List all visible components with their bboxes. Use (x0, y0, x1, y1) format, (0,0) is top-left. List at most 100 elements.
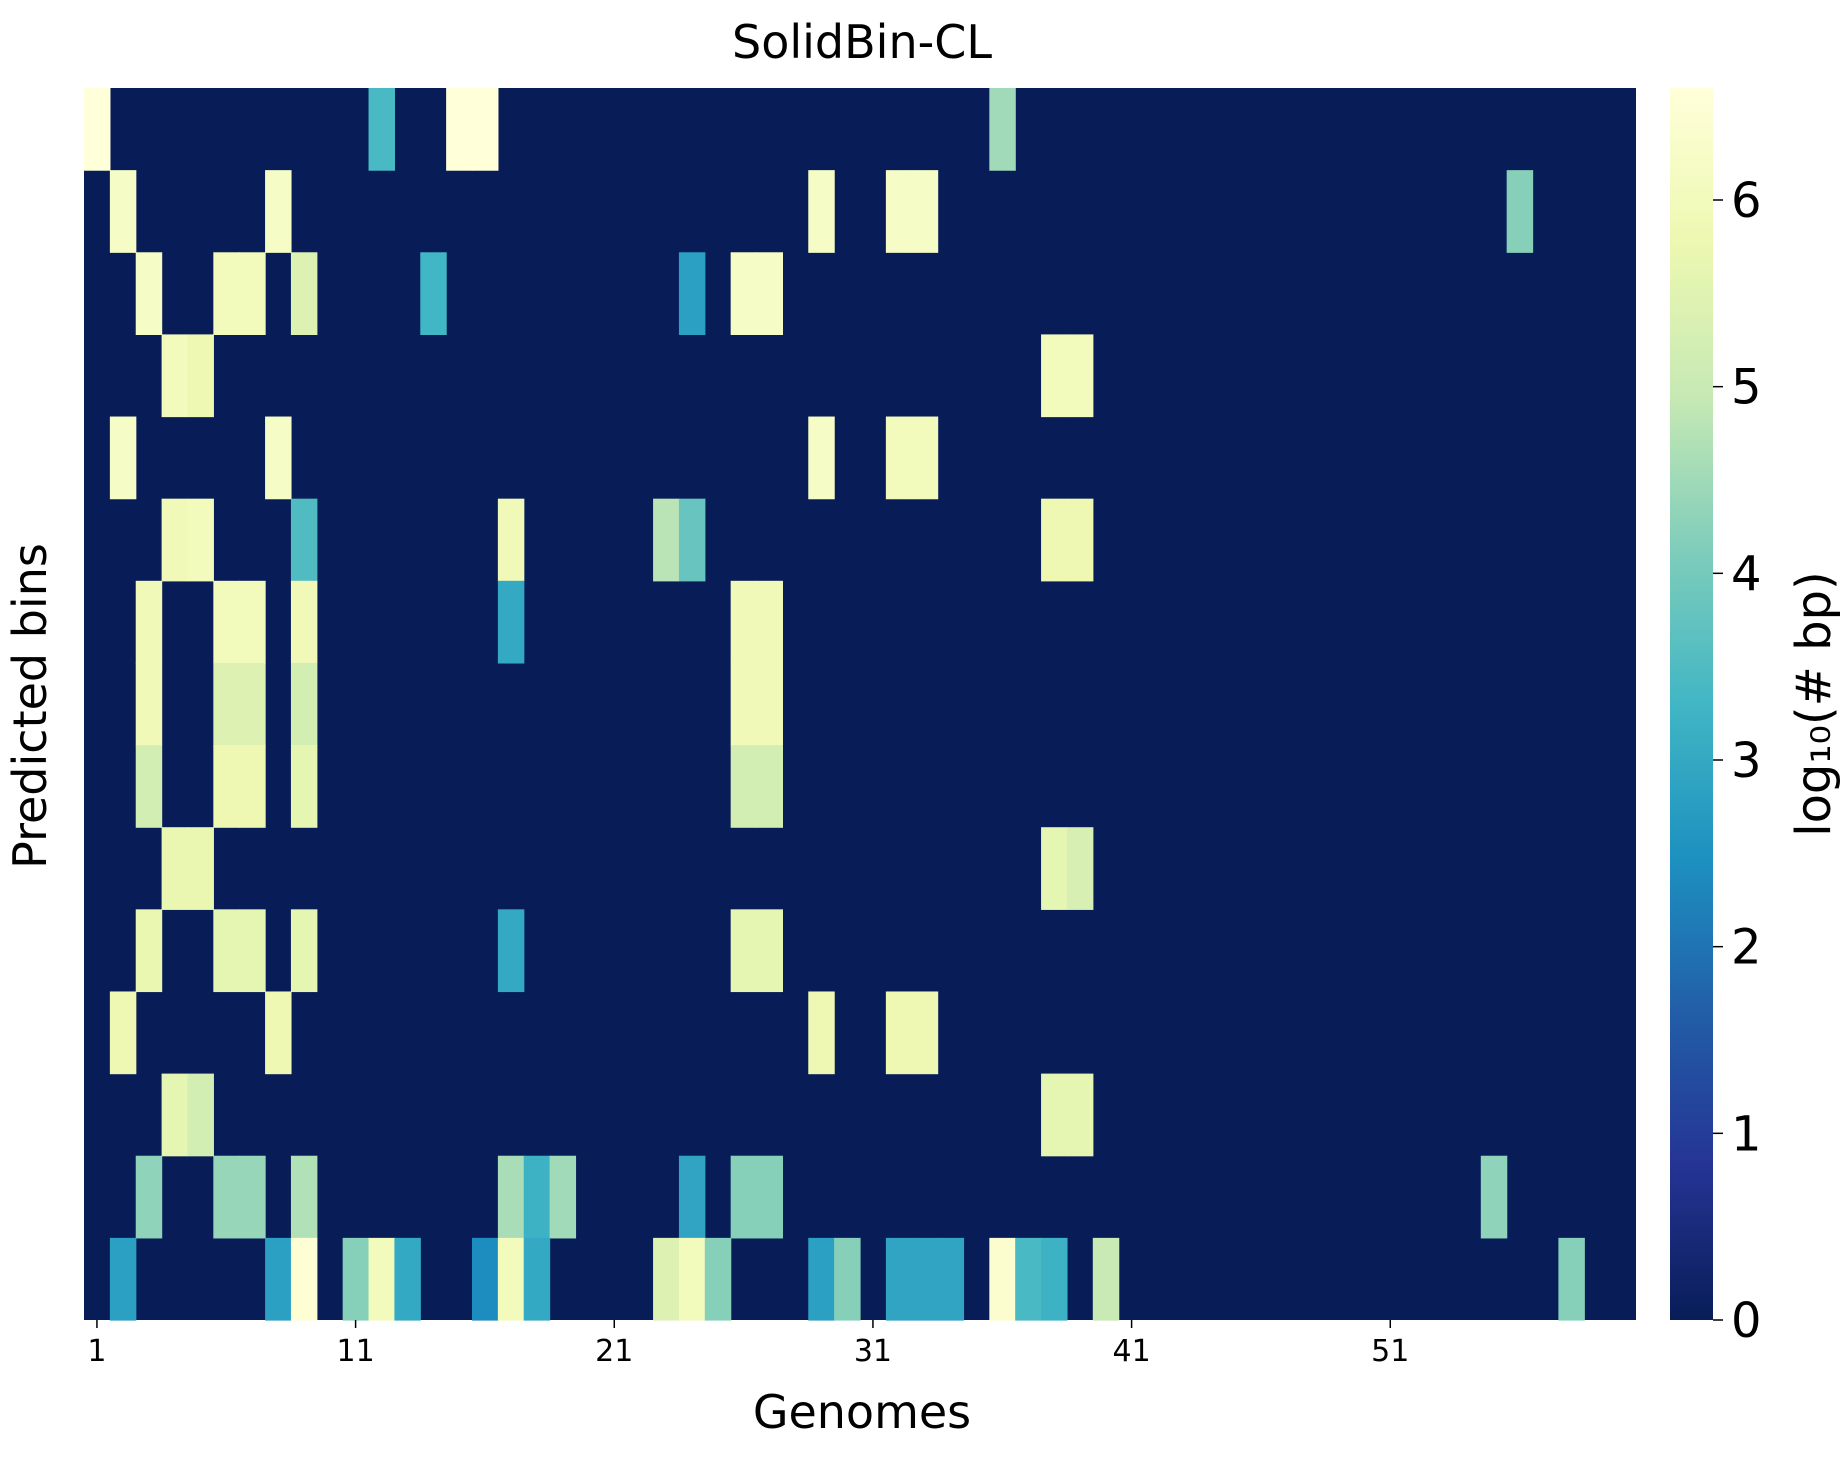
heatmap-cell (885, 1237, 913, 1321)
heatmap-cell (549, 1155, 577, 1239)
heatmap-cell (1015, 1237, 1042, 1321)
heatmap-cell (523, 1155, 551, 1239)
heatmap-cell (265, 991, 292, 1075)
colorbar-label: log₁₀(# bp) (1786, 571, 1842, 837)
heatmap-cell (368, 1237, 395, 1321)
heatmap-cell (808, 170, 835, 253)
heatmap-cell (472, 1237, 499, 1321)
heatmap-cell (290, 252, 318, 335)
heatmap-cell (1558, 1237, 1585, 1321)
heatmap-cell (730, 1155, 758, 1239)
heatmap-cell (213, 909, 240, 993)
heatmap-cell (730, 252, 758, 335)
colorbar-tick-label: 1 (1731, 1106, 1762, 1162)
x-tick-label: 51 (1371, 1334, 1409, 1369)
heatmap-cell (911, 991, 939, 1075)
heatmap-cell (678, 498, 706, 582)
heatmap-cell (290, 662, 318, 746)
heatmap-cell (239, 745, 266, 828)
heatmap-cell (213, 580, 240, 664)
x-tick-label: 1 (87, 1334, 106, 1369)
heatmap-cell (678, 1155, 706, 1239)
heatmap-cell (756, 1155, 783, 1239)
heatmap-cell (187, 827, 214, 910)
heatmap-cell (653, 498, 680, 582)
heatmap-cell (756, 909, 783, 993)
x-axis-label: Genomes (753, 1385, 971, 1439)
heatmap-cell (730, 662, 758, 746)
heatmap-cell (239, 1155, 266, 1239)
colorbar-tick-label: 6 (1731, 173, 1762, 229)
heatmap-cell (730, 745, 758, 828)
heatmap-cell (1041, 1237, 1068, 1321)
heatmap-cell (1092, 1237, 1120, 1321)
colorbar-tick-label: 2 (1731, 920, 1762, 976)
heatmap-cell (472, 88, 499, 171)
x-tick-label: 11 (337, 1334, 375, 1369)
colorbar-ticks: 0 1 2 3 4 5 6 (1713, 173, 1762, 1349)
heatmap-cell (290, 580, 318, 664)
heatmap-cell (109, 170, 137, 253)
heatmap-cell (342, 1237, 370, 1321)
heatmap-cell (1066, 827, 1094, 910)
heatmap-cell (653, 1237, 680, 1321)
colorbar-tick-label: 4 (1731, 546, 1762, 602)
heatmap-cell (756, 252, 783, 335)
heatmap-cell (265, 170, 292, 253)
heatmap-cell (213, 252, 240, 335)
heatmap-cell (420, 252, 447, 335)
heatmap-cell (161, 334, 189, 418)
heatmap-cell (187, 1073, 214, 1157)
heatmap-cell (756, 662, 783, 746)
heatmap-cell (239, 909, 266, 993)
heatmap-cell (135, 580, 163, 664)
heatmap-cell (290, 1237, 318, 1321)
colorbar-tick-label: 0 (1731, 1293, 1762, 1349)
heatmap-cell (135, 745, 163, 828)
heatmap-cell (368, 88, 395, 171)
heatmap-cell (239, 252, 266, 335)
heatmap-cell (187, 334, 214, 418)
heatmap-cell (109, 416, 137, 500)
heatmap-cell (523, 1237, 551, 1321)
x-tick-label: 41 (1113, 1334, 1151, 1369)
heatmap-cell (109, 991, 137, 1075)
heatmap-cell (808, 991, 835, 1075)
heatmap-cell (808, 1237, 835, 1321)
heatmap-cell (187, 498, 214, 582)
heatmap-cell (84, 88, 111, 171)
heatmap-cell (394, 1237, 421, 1321)
heatmap-cell (678, 252, 706, 335)
heatmap-cell (109, 1237, 137, 1321)
heatmap-cell (265, 416, 292, 500)
heatmap-cell (497, 1237, 525, 1321)
heatmap-background (84, 88, 1636, 1320)
heatmap-cell (885, 991, 913, 1075)
heatmap-cell (135, 252, 163, 335)
heatmap-cell (161, 1073, 189, 1157)
heatmap-cell (1041, 498, 1068, 582)
heatmap-cell (135, 909, 163, 993)
heatmap-cell (446, 88, 473, 171)
heatmap-cell (135, 1155, 163, 1239)
heatmap-cell (1506, 170, 1534, 253)
heatmap-cell (911, 416, 939, 500)
heatmap-cell (911, 1237, 939, 1321)
heatmap-cell (239, 580, 266, 664)
colorbar-tick-label: 5 (1731, 360, 1762, 416)
heatmap-cell (239, 662, 266, 746)
heatmap-cell (730, 909, 758, 993)
heatmap-cell (497, 1155, 525, 1239)
heatmap-cell (213, 1155, 240, 1239)
heatmap-cell (290, 909, 318, 993)
heatmap-cell (497, 909, 525, 993)
heatmap-cell (213, 662, 240, 746)
y-axis-label: Predicted bins (3, 543, 57, 869)
heatmap-cell (834, 1237, 861, 1321)
heatmap-cell (704, 1237, 732, 1321)
heatmap-cell (808, 416, 835, 500)
heatmap-cell (989, 1237, 1016, 1321)
heatmap-cell (911, 170, 939, 253)
heatmap-cell (1066, 498, 1094, 582)
